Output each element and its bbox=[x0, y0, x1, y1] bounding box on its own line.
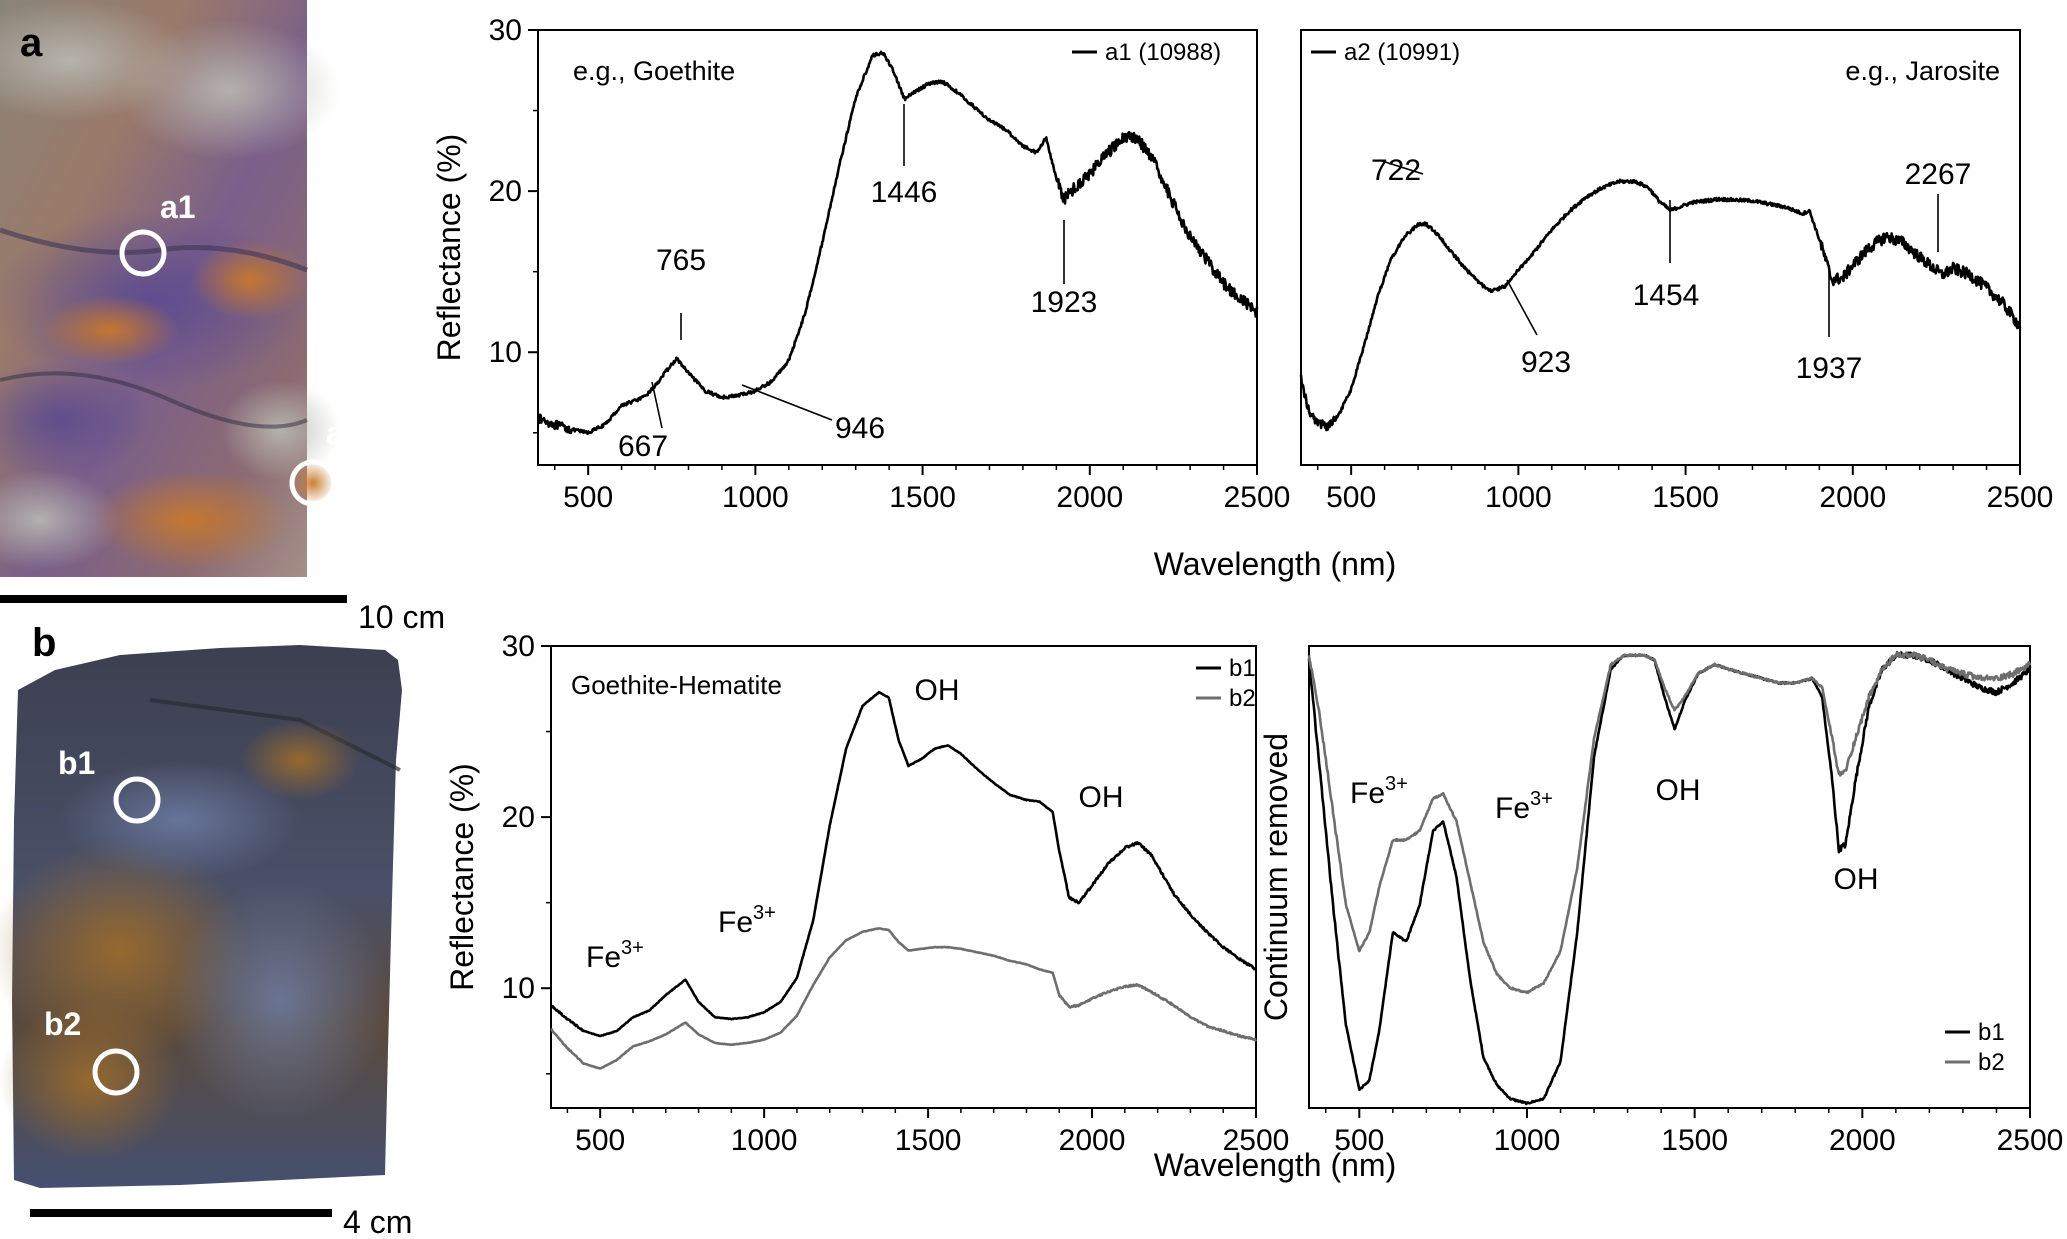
annotation-leader bbox=[1378, 159, 1424, 175]
plot-frame bbox=[537, 29, 1258, 466]
x-tick-label: 1500 bbox=[1661, 1124, 1728, 1157]
y-tick-label: 30 bbox=[489, 14, 522, 47]
y-tick-label: 30 bbox=[502, 630, 535, 663]
x-tick-label: 2000 bbox=[1819, 481, 1886, 514]
series-line-b1 bbox=[1307, 651, 2032, 1106]
photo-a: a1 a2 bbox=[0, 0, 362, 577]
annotation-label: OH bbox=[1079, 781, 1124, 814]
annotation-leader bbox=[651, 381, 663, 429]
x-tick-label: 1500 bbox=[1652, 481, 1719, 514]
spot-marker-b1 bbox=[113, 776, 161, 824]
x-tick-label: 500 bbox=[1334, 1124, 1384, 1157]
x-tick-label: 2000 bbox=[1059, 1124, 1126, 1157]
annotation-label: OH bbox=[1834, 863, 1879, 896]
annotation-label: 1454 bbox=[1633, 279, 1700, 312]
legend-label: b2 bbox=[1978, 1049, 2005, 1076]
annotation-label: OH bbox=[1656, 774, 1701, 807]
plot-frame bbox=[1300, 29, 2021, 466]
x-tick-label: 2500 bbox=[1997, 1124, 2064, 1157]
scale-bar-a bbox=[0, 595, 347, 603]
panel-letter-b: b bbox=[32, 621, 56, 665]
y-axis-title: Reflectance (%) bbox=[431, 134, 467, 362]
annotation-label: 1446 bbox=[871, 176, 938, 209]
spot-marker-a2 bbox=[289, 459, 337, 507]
x-tick-label: 2000 bbox=[1829, 1124, 1896, 1157]
scale-label-b: 4 cm bbox=[343, 1204, 412, 1239]
plot-frame bbox=[550, 645, 1257, 1109]
annotation-label: Fe3+ bbox=[586, 937, 644, 974]
x-tick-label: 1000 bbox=[731, 1124, 798, 1157]
legend-label: a1 (10988) bbox=[1105, 39, 1221, 66]
photo-label-a2: a2 bbox=[326, 415, 362, 451]
annotation-label: 667 bbox=[618, 430, 668, 463]
series-line-a2 bbox=[1299, 178, 2022, 432]
annotation-leader bbox=[1506, 279, 1538, 336]
y-tick-label: 10 bbox=[489, 336, 522, 369]
x-tick-label: 500 bbox=[1326, 481, 1376, 514]
photo-b: b1 b2 bbox=[0, 645, 402, 1188]
annotation-label: OH bbox=[915, 674, 960, 707]
annotation-label: Fe3+ bbox=[1495, 788, 1553, 825]
x-tick-label: 1000 bbox=[1485, 481, 1552, 514]
photo-label-b1: b1 bbox=[58, 745, 95, 781]
chart-b-left: 500 1000 1500 2000 2500 10 20 30 Reflectance (%)… bbox=[444, 630, 1289, 1157]
series-line-b1 bbox=[550, 690, 1258, 1038]
annotation-label: 923 bbox=[1521, 346, 1571, 379]
y-tick-label: 20 bbox=[489, 175, 522, 208]
y-axis-title: Continuum removed bbox=[1258, 733, 1294, 1021]
photo-label-a1: a1 bbox=[160, 189, 196, 225]
y-axis-title: Reflectance (%) bbox=[444, 763, 480, 991]
annotation-label: 2267 bbox=[1905, 158, 1972, 191]
x-tick-label: 1500 bbox=[895, 1124, 962, 1157]
spot-marker-a1 bbox=[119, 229, 167, 277]
legend-label: a2 (10991) bbox=[1344, 39, 1460, 66]
spot-marker-b2 bbox=[92, 1048, 140, 1096]
chart-a-left: 500 1000 1500 2000 2500 10 20 30 Reflectance (%)… bbox=[431, 14, 1290, 514]
x-axis-title-top: Wavelength (nm) bbox=[1154, 546, 1396, 582]
scale-label-a: 10 cm bbox=[358, 599, 445, 635]
inset-text: e.g., Jarosite bbox=[1845, 56, 2000, 86]
annotation-leader bbox=[741, 384, 833, 421]
y-tick-label: 20 bbox=[502, 801, 535, 834]
x-tick-label: 2500 bbox=[1223, 1124, 1290, 1157]
annotation-label: 1937 bbox=[1796, 352, 1863, 385]
legend-label: b1 bbox=[1978, 1019, 2005, 1046]
legend-label: b1 bbox=[1229, 655, 1256, 682]
annotation-label: 765 bbox=[656, 244, 706, 277]
scale-bar-b bbox=[30, 1209, 332, 1217]
x-tick-label: 2500 bbox=[1987, 481, 2054, 514]
annotation-label: 946 bbox=[835, 412, 885, 445]
annotation-label: 722 bbox=[1371, 154, 1421, 187]
series-line-b2 bbox=[550, 927, 1258, 1070]
chart-a-right: 500 1000 1500 2000 2500 e.g., Jarosite a2 (109… bbox=[1299, 29, 2054, 514]
legend-label: b2 bbox=[1229, 685, 1256, 712]
inset-text: Goethite-Hematite bbox=[571, 670, 782, 700]
photo-label-b2: b2 bbox=[44, 1006, 81, 1042]
panel-letter-a: a bbox=[20, 21, 43, 65]
x-tick-label: 1500 bbox=[889, 481, 956, 514]
series-line-a1 bbox=[537, 50, 1259, 436]
x-axis-title-bottom: Wavelength (nm) bbox=[1154, 1147, 1396, 1183]
y-tick-label: 10 bbox=[502, 972, 535, 1005]
inset-text: e.g., Goethite bbox=[573, 56, 735, 86]
plot-frame bbox=[1308, 645, 2031, 1109]
series-line-b2 bbox=[1307, 651, 2032, 994]
annotation-label: Fe3+ bbox=[718, 902, 776, 939]
chart-b-right: 500 1000 1500 2000 2500 Continuum removed b1 b2… bbox=[1258, 645, 2064, 1157]
annotation-label: 1923 bbox=[1031, 286, 1098, 319]
x-tick-label: 2500 bbox=[1224, 481, 1291, 514]
x-tick-label: 2000 bbox=[1056, 481, 1123, 514]
x-tick-label: 500 bbox=[575, 1124, 625, 1157]
x-tick-label: 1000 bbox=[1494, 1124, 1561, 1157]
annotation-label: Fe3+ bbox=[1350, 773, 1408, 810]
x-tick-label: 1000 bbox=[722, 481, 789, 514]
x-tick-label: 500 bbox=[563, 481, 613, 514]
